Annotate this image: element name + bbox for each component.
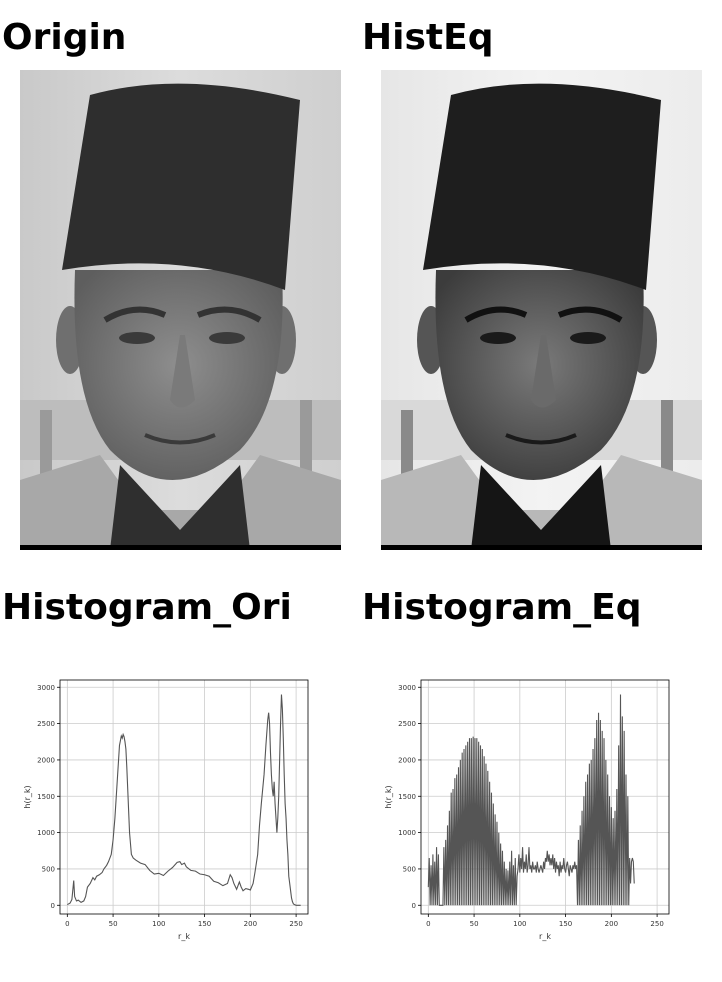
hist-eq-ytick-label: 500 <box>403 865 416 873</box>
hist-ori-xtick-label: 250 <box>289 920 302 928</box>
hist-ori-plot-frame <box>59 679 309 915</box>
histeq-title: HistEq <box>362 17 494 58</box>
hist-ori-xtick-label: 0 <box>65 920 69 928</box>
histogram-eq-svg: 0 50 100 150 200 250050010001500200025003000r… <box>384 679 670 941</box>
hist-ori-series-line <box>67 694 301 906</box>
equalized-portrait-image <box>381 70 702 550</box>
hist-eq-xtick-label: 200 <box>605 920 618 928</box>
hist-eq-series-line <box>427 694 635 906</box>
hist-ori-ytick-label: 2000 <box>37 756 55 764</box>
origin-title: Origin <box>2 17 127 58</box>
hist-eq-xlabel: r_k <box>539 932 551 941</box>
hist-eq-ytick-label: 3000 <box>398 684 416 692</box>
original-portrait-drawing <box>20 70 341 550</box>
hist-ori-ytick-label: 500 <box>42 865 55 873</box>
original-portrait-image <box>20 70 341 550</box>
hist-eq-xtick-label: 100 <box>513 920 526 928</box>
histogram-eq-title: Histogram_Eq <box>362 587 642 628</box>
hist-ori-xtick-label: 200 <box>244 920 257 928</box>
hist-eq-xtick-label: 0 <box>426 920 430 928</box>
equalized-portrait-drawing <box>381 70 702 550</box>
histogram-ori-chart: 0 50 100 150 200 250 0 500 1000 1500 2000 2500 3000 r… <box>20 670 360 970</box>
hist-ori-xtick-label: 50 <box>109 920 118 928</box>
hist-ori-ytick-label: 2500 <box>37 720 55 728</box>
histogram-ori-svg: 0 50 100 150 200 250050010001500200025003000r… <box>23 679 309 941</box>
hist-eq-ytick-label: 0 <box>412 902 416 910</box>
hist-eq-xtick-label: 150 <box>559 920 572 928</box>
hist-eq-ytick-label: 1000 <box>398 829 416 837</box>
hist-eq-plot-frame <box>420 679 670 915</box>
hist-ori-ytick-label: 0 <box>51 902 55 910</box>
hist-eq-xtick-label: 50 <box>470 920 479 928</box>
hist-ori-ytick-label: 3000 <box>37 684 55 692</box>
histogram-eq-chart: 0 50 100 150 200 250 0 500 1000 1500 2000 2500 3000 r… <box>381 670 721 970</box>
hist-ori-ytick-label: 1500 <box>37 793 55 801</box>
hist-ori-xtick-label: 100 <box>152 920 165 928</box>
hist-eq-ytick-label: 2500 <box>398 720 416 728</box>
histogram-ori-title: Histogram_Ori <box>2 587 292 628</box>
hist-eq-ylabel: h(r_k) <box>384 785 393 808</box>
hist-eq-xtick-label: 250 <box>650 920 663 928</box>
hist-ori-ylabel: h(r_k) <box>23 785 32 808</box>
hist-ori-xlabel: r_k <box>178 932 190 941</box>
hist-ori-xtick-label: 150 <box>198 920 211 928</box>
hist-eq-ytick-label: 2000 <box>398 756 416 764</box>
hist-ori-ytick-label: 1000 <box>37 829 55 837</box>
hist-eq-ytick-label: 1500 <box>398 793 416 801</box>
